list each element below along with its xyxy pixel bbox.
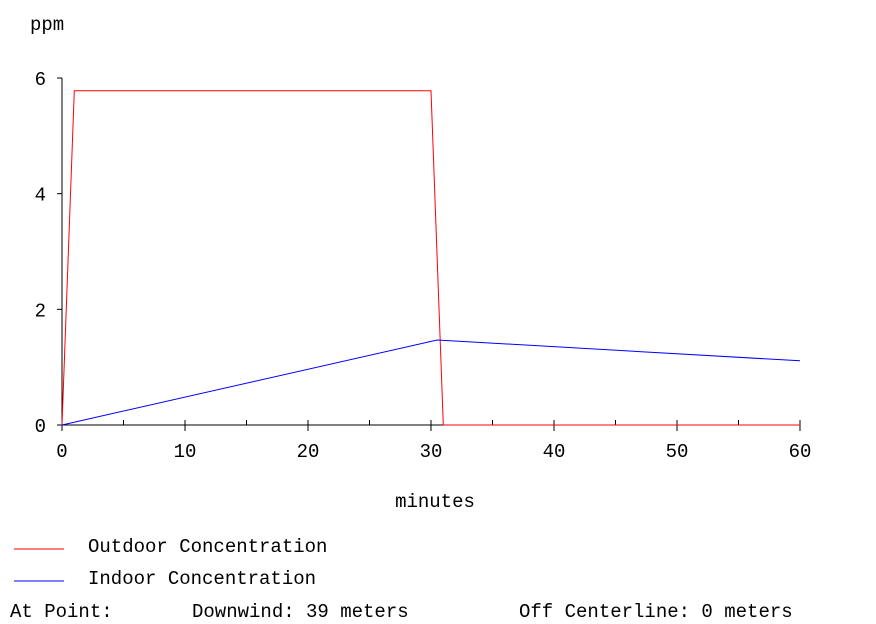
plot-area bbox=[61, 78, 800, 426]
footer-point-info: At Point: Downwind: 39 meters Off Center… bbox=[10, 601, 793, 623]
y-axis-label: ppm bbox=[30, 14, 64, 36]
footer-label: At Point: bbox=[10, 601, 113, 623]
legend-label-outdoor: Outdoor Concentration bbox=[88, 536, 327, 558]
series-line-outdoor bbox=[61, 90, 800, 426]
x-tick-label: 40 bbox=[543, 441, 566, 463]
series-line-indoor bbox=[61, 339, 801, 426]
x-axis-label: minutes bbox=[395, 491, 475, 513]
x-tick-label: 30 bbox=[420, 441, 443, 463]
x-tick-label: 0 bbox=[56, 441, 67, 463]
y-tick-label: 6 bbox=[35, 69, 46, 91]
footer-off-centerline: Off Centerline: 0 meters bbox=[519, 601, 793, 623]
x-tick-label: 60 bbox=[789, 441, 812, 463]
y-tick-label: 2 bbox=[35, 300, 46, 322]
data-series bbox=[61, 90, 801, 426]
legend-label-indoor: Indoor Concentration bbox=[88, 568, 316, 590]
x-tick-label: 10 bbox=[174, 441, 197, 463]
x-tick-label: 20 bbox=[297, 441, 320, 463]
x-tick-label: 50 bbox=[666, 441, 689, 463]
y-tick-label: 4 bbox=[35, 185, 46, 207]
footer-downwind: Downwind: 39 meters bbox=[192, 601, 409, 623]
y-tick-label: 0 bbox=[35, 416, 46, 438]
legend: Outdoor Concentration Indoor Concentrati… bbox=[14, 536, 327, 590]
